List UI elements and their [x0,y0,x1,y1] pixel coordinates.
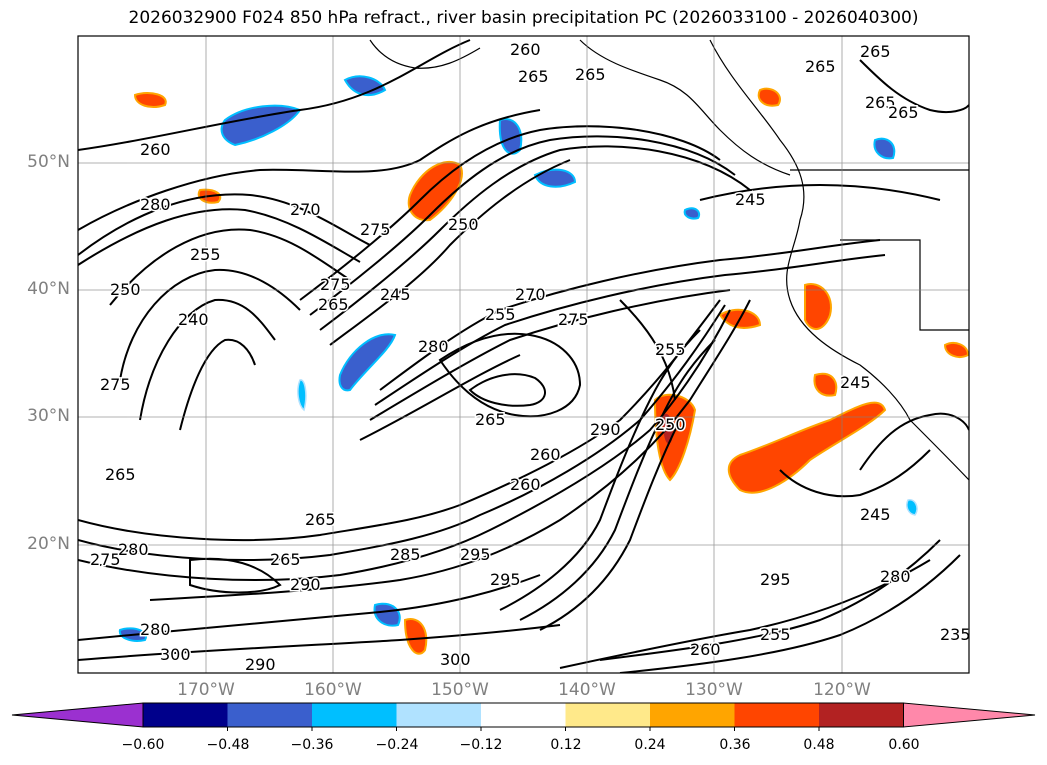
contour-label: 265 [105,465,136,484]
colorbar-tick: 0.48 [803,737,835,753]
colorbar-tick: −0.24 [375,737,419,753]
contour-label: 235 [940,625,971,644]
lat-label-50n: 50°N [27,152,70,172]
contour-label: 300 [160,645,191,664]
colorbar-frame [142,702,904,728]
contour-label: 265 [575,65,606,84]
contour-label: 260 [530,445,561,464]
contour-label: 295 [460,545,491,564]
plot-area [78,36,969,673]
refractivity-contours [78,39,969,673]
colorbar-tick: −0.36 [290,737,334,753]
lon-label-140w: 140°W [558,680,616,700]
colorbar-segment [396,703,482,727]
contour-label: 300 [440,650,471,669]
contour-label: 280 [880,567,911,586]
colorbar-segment [312,703,397,727]
contour-label: 265 [270,550,301,569]
contour-label: 270 [290,200,321,219]
contour-label: 280 [140,620,171,639]
contour-label: 265 [318,295,349,314]
lon-label-120w: 120°W [813,680,871,700]
colorbar-tick: 0.60 [888,737,920,753]
contour-label: 260 [690,640,721,659]
colorbar-tick: 0.36 [719,737,751,753]
contour-label: 275 [360,220,391,239]
contour-label: 255 [190,245,221,264]
contour-label: 290 [590,420,621,439]
contour-label: 265 [518,67,549,86]
contour-label: 275 [90,550,121,569]
lon-label-130w: 130°W [685,680,743,700]
contour-label: 245 [860,505,891,524]
contour-label: 275 [320,275,351,294]
contour-label: 275 [558,310,589,329]
lat-label-20n: 20°N [27,534,70,554]
plot-frame [77,35,970,674]
lat-label-40n: 40°N [27,279,70,299]
colorbar-segment [143,703,228,727]
contour-label: 240 [178,310,209,329]
colorbar-tick: 0.24 [634,737,666,753]
contour-label: 275 [100,375,131,394]
contour-label: 265 [888,103,919,122]
contour-label: 295 [490,570,521,589]
lon-label-150w: 150°W [431,680,489,700]
colorbar-segment [565,703,651,727]
contour-label: 280 [418,337,449,356]
contour-label: 260 [140,140,171,159]
lat-label-30n: 30°N [27,406,70,426]
contour-label: 280 [118,540,149,559]
colorbar-tick: −0.48 [206,737,250,753]
contour-label: 250 [110,280,141,299]
colorbar-segment [819,703,904,727]
precip-shading [118,75,969,655]
contour-label: 295 [760,570,791,589]
colorbar-tick: 0.12 [550,737,582,753]
contour-label: 255 [485,305,516,324]
lon-label-170w: 170°W [177,680,235,700]
contour-label: 245 [735,190,766,209]
contour-label: 280 [140,195,171,214]
colorbar [11,702,1036,731]
contour-label: 245 [380,285,411,304]
colorbar-segment [734,703,820,727]
contour-label: 265 [860,42,891,61]
contour-label: 250 [448,215,479,234]
contour-label: 270 [515,285,546,304]
contour-label: 245 [840,373,871,392]
contour-label: 290 [290,575,321,594]
graticule [78,36,969,673]
contour-label: 290 [245,655,276,674]
contour-label: 285 [390,545,421,564]
colorbar-extend-high [903,702,1036,728]
contour-label: 265 [805,57,836,76]
colorbar-tick: −0.60 [121,737,165,753]
contour-label: 260 [510,475,541,494]
colorbar-tick: −0.12 [459,737,503,753]
contour-label: 255 [655,340,686,359]
colorbar-segment [227,703,313,727]
lon-label-160w: 160°W [304,680,362,700]
contour-label: 265 [305,510,336,529]
contour-label: 265 [865,93,896,112]
colorbar-extend-low [11,702,144,728]
contour-label: 250 [655,415,686,434]
colorbar-segment [650,703,735,727]
coastlines [369,39,969,481]
contour-label: 255 [760,625,791,644]
contour-label: 260 [510,40,541,59]
colorbar-segment [481,703,566,727]
contour-label: 265 [475,410,506,429]
map-title: 2026032900 F024 850 hPa refract., river … [128,8,919,28]
